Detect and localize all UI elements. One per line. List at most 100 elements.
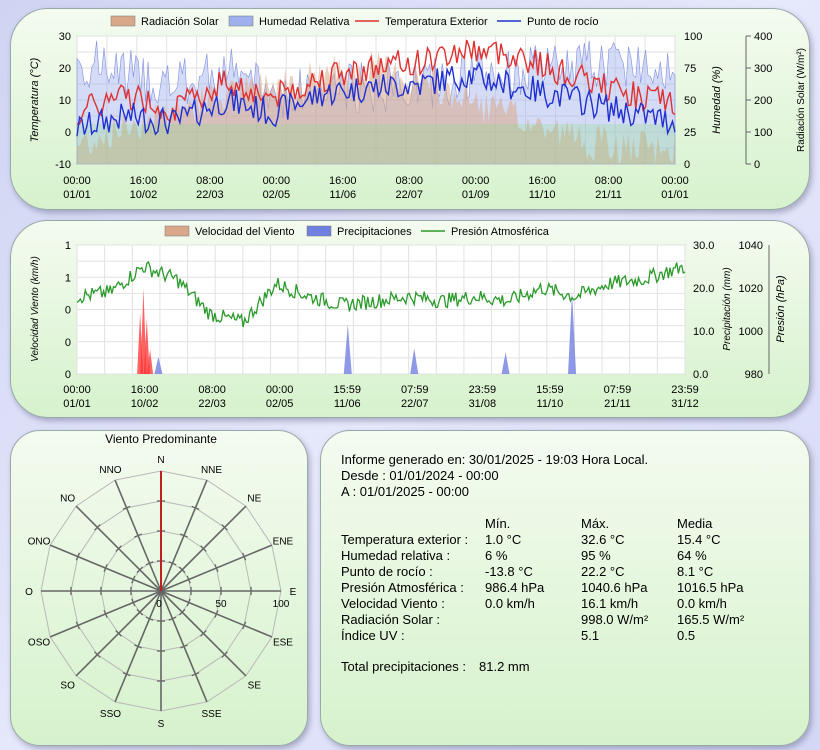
- legend-label: Velocidad del Viento: [195, 226, 295, 238]
- x-tick-date: 01/01: [661, 189, 689, 201]
- solar-gradient-band: [77, 124, 675, 164]
- x-tick-date: 22/03: [198, 398, 226, 410]
- wind-tick-label: 0: [65, 369, 71, 381]
- windrose-chart: Viento Predominante N NNE NE ENE E ESE SE SSE S SS…: [25, 432, 297, 730]
- windrose-scale-label: 0: [156, 599, 162, 610]
- windrose-tick: [122, 672, 131, 677]
- report-row-label: Velocidad Viento :: [341, 596, 445, 611]
- rain-tick-label: 10.0: [693, 326, 714, 338]
- windrose-tick: [94, 524, 101, 531]
- windrose-tick: [191, 672, 200, 677]
- solar-tick-label: 400: [754, 31, 772, 43]
- report-row-value: 32.6 °C: [581, 532, 625, 547]
- rain-tick-label: 30.0: [693, 240, 714, 252]
- x-tick-date: 31/12: [671, 398, 699, 410]
- report-row-value: 95 %: [581, 548, 611, 563]
- x-tick-time: 16:00: [329, 175, 357, 187]
- report-total-label: Total precipitaciones :: [341, 659, 467, 674]
- windrose-direction-label: ESE: [273, 638, 293, 649]
- windrose-panel: Viento Predominante N NNE NE ENE E ESE SE SSE S SS…: [10, 430, 308, 746]
- x-tick-date: 02/05: [263, 189, 291, 201]
- windrose-tick: [136, 566, 144, 574]
- temperature-chart-panel: 30 20 10 0 -10 100 75 50 25 0 400 300 200 100 0 00:00 01…: [10, 8, 810, 210]
- windrose-tick: [145, 616, 154, 621]
- humidity-tick-label: 75: [684, 63, 696, 75]
- windrose-direction-label: SSE: [202, 709, 222, 720]
- report-row-value: 998.0 W/m²: [581, 612, 649, 627]
- windrose-tick: [134, 644, 142, 649]
- legend-label: Temperatura Exterior: [385, 16, 488, 28]
- windrose-direction-label: SE: [248, 680, 262, 691]
- report-generated: Informe generado en: 30/01/2025 - 19:03 …: [341, 452, 649, 467]
- pressure-tick-label: 1000: [739, 326, 763, 338]
- report-row-label: Punto de rocío :: [341, 564, 433, 579]
- rain-mark: [410, 348, 419, 374]
- x-tick-time: 15:59: [536, 384, 564, 396]
- wind-tick-label: 0: [65, 337, 71, 349]
- legend-label: Humedad Relativa: [259, 16, 350, 28]
- report-row-value: 0.0 km/h: [485, 596, 535, 611]
- rain-axis-title: Precipitación (mm): [722, 267, 733, 350]
- wind-mark: [147, 349, 154, 374]
- windrose-tick: [168, 561, 177, 566]
- windrose-direction-label: N: [157, 455, 164, 466]
- report-header-max: Máx.: [581, 516, 610, 531]
- windrose-tick: [103, 610, 108, 618]
- report-row-value: 0.0 km/h: [677, 596, 727, 611]
- windrose-tick: [131, 598, 136, 607]
- windrose-direction-label: NNO: [99, 465, 121, 476]
- report-row-label: Temperatura exterior :: [341, 532, 469, 547]
- x-tick-time: 08:00: [595, 175, 623, 187]
- x-tick-date: 21/11: [595, 189, 622, 201]
- rain-mark: [501, 352, 510, 374]
- temp-tick-label: -10: [55, 159, 71, 171]
- windrose-tick: [134, 533, 142, 538]
- report-row-value: 986.4 hPa: [485, 580, 545, 595]
- windrose-tick: [115, 545, 122, 552]
- x-tick-date: 01/01: [63, 398, 91, 410]
- windrose-tick: [75, 552, 80, 561]
- x-tick-date: 22/03: [196, 189, 224, 201]
- report-header-avg: Media: [677, 516, 713, 531]
- windrose-direction-label: SSO: [100, 709, 121, 720]
- windrose-direction-label: O: [25, 587, 33, 598]
- windrose-tick: [178, 566, 186, 574]
- windrose-tick: [214, 564, 219, 572]
- humidity-tick-label: 25: [684, 127, 696, 139]
- x-tick-time: 07:59: [401, 384, 429, 396]
- windrose-direction-label: NNE: [201, 465, 222, 476]
- windrose-direction-label: SO: [60, 680, 75, 691]
- windrose-direction-label: NE: [247, 494, 261, 505]
- rain-tick-label: 0.0: [693, 369, 708, 381]
- x-tick-time: 00:00: [462, 175, 490, 187]
- x-tick-date: 01/09: [462, 189, 490, 201]
- temp-axis-title: Temperatura (°C): [29, 57, 41, 142]
- x-tick-time: 00:00: [266, 384, 294, 396]
- temp-tick-label: 30: [59, 31, 71, 43]
- legend-label: Presión Atmosférica: [451, 226, 550, 238]
- windrose-tick: [180, 533, 188, 538]
- windrose-tick: [242, 621, 247, 630]
- windrose-direction-label: ONO: [28, 536, 51, 547]
- windrose-tick: [186, 575, 191, 584]
- report-row-value: 165.5 W/m²: [677, 612, 745, 627]
- report-row-label: Radiación Solar :: [341, 612, 440, 627]
- report-total-value: 81.2 mm: [479, 659, 530, 674]
- wind-rain-pressure-chart: 1100030.020.010.00.010401020100098000:00…: [30, 225, 787, 410]
- legend-swatch: [110, 15, 136, 27]
- rain-mark: [154, 356, 163, 374]
- x-tick-time: 00:00: [661, 175, 689, 187]
- humidity-tick-label: 50: [684, 95, 696, 107]
- windrose-tick: [168, 616, 177, 621]
- x-tick-time: 08:00: [196, 175, 224, 187]
- solar-tick-label: 100: [754, 127, 772, 139]
- report-panel: Informe generado en: 30/01/2025 - 19:03 …: [320, 430, 810, 746]
- report-row-value: -13.8 °C: [485, 564, 533, 579]
- windrose-tick: [200, 630, 207, 637]
- x-tick-time: 07:59: [604, 384, 632, 396]
- x-tick-date: 11/10: [537, 398, 564, 410]
- report-row-value: 64 %: [677, 548, 707, 563]
- legend-swatch: [228, 15, 254, 27]
- x-tick-time: 16:00: [131, 384, 159, 396]
- solar-tick-label: 300: [754, 63, 772, 75]
